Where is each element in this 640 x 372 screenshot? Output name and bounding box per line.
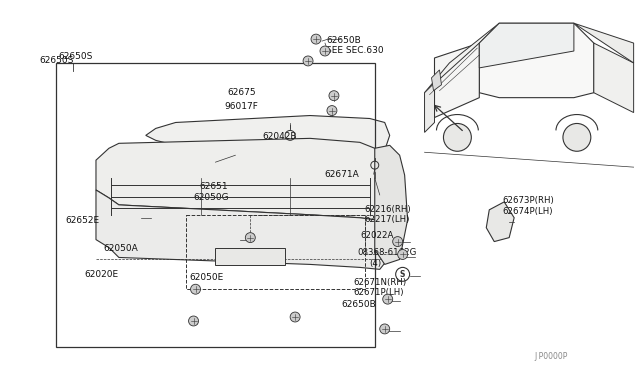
Circle shape xyxy=(383,294,393,304)
Text: 96017F: 96017F xyxy=(225,102,259,111)
Circle shape xyxy=(191,284,200,294)
Polygon shape xyxy=(424,83,435,132)
Polygon shape xyxy=(424,23,499,93)
Bar xyxy=(186,215,365,289)
Polygon shape xyxy=(486,202,514,241)
Polygon shape xyxy=(594,43,634,113)
Text: 62650S: 62650S xyxy=(58,52,93,61)
Polygon shape xyxy=(96,190,388,269)
Circle shape xyxy=(397,250,408,259)
Polygon shape xyxy=(375,145,408,264)
Circle shape xyxy=(393,237,403,247)
Text: 62022A: 62022A xyxy=(360,231,394,240)
Circle shape xyxy=(245,232,255,243)
Text: 62650B: 62650B xyxy=(326,36,361,45)
Circle shape xyxy=(320,46,330,56)
Bar xyxy=(56,63,375,347)
Polygon shape xyxy=(146,116,390,155)
Text: (4): (4) xyxy=(370,259,382,268)
Text: 62651: 62651 xyxy=(199,182,228,190)
Text: 62650S: 62650S xyxy=(40,56,74,65)
Text: 62216(RH): 62216(RH) xyxy=(365,205,412,214)
Circle shape xyxy=(380,324,390,334)
Circle shape xyxy=(563,124,591,151)
Polygon shape xyxy=(479,23,574,68)
Polygon shape xyxy=(479,23,594,98)
Polygon shape xyxy=(435,43,479,118)
Text: 62650B: 62650B xyxy=(341,300,376,309)
Text: S: S xyxy=(400,270,405,279)
Polygon shape xyxy=(574,23,634,63)
Circle shape xyxy=(327,106,337,116)
Bar xyxy=(216,247,285,265)
Text: 62050G: 62050G xyxy=(194,193,230,202)
Circle shape xyxy=(444,124,471,151)
Text: SEE SEC.630: SEE SEC.630 xyxy=(326,46,384,55)
Circle shape xyxy=(303,56,313,66)
Text: 62671P(LH): 62671P(LH) xyxy=(354,288,404,296)
Polygon shape xyxy=(96,138,390,220)
Text: 62050E: 62050E xyxy=(189,273,223,282)
Text: 62042B: 62042B xyxy=(262,132,297,141)
Text: 62671A: 62671A xyxy=(324,170,359,180)
Circle shape xyxy=(189,316,198,326)
Text: 62674P(LH): 62674P(LH) xyxy=(502,208,553,217)
Circle shape xyxy=(290,312,300,322)
Text: 62675: 62675 xyxy=(228,88,256,97)
Text: 62671N(RH): 62671N(RH) xyxy=(354,278,407,286)
Polygon shape xyxy=(431,70,442,91)
Text: 62652E: 62652E xyxy=(65,216,99,225)
Text: 62673P(RH): 62673P(RH) xyxy=(502,196,554,205)
Text: 08368-6162G: 08368-6162G xyxy=(357,248,417,257)
Text: 62050A: 62050A xyxy=(103,244,138,253)
Text: 62020E: 62020E xyxy=(84,270,118,279)
Circle shape xyxy=(329,91,339,101)
Circle shape xyxy=(311,34,321,44)
Text: 62217(LH): 62217(LH) xyxy=(365,215,410,224)
Text: J P0000P: J P0000P xyxy=(534,352,568,361)
